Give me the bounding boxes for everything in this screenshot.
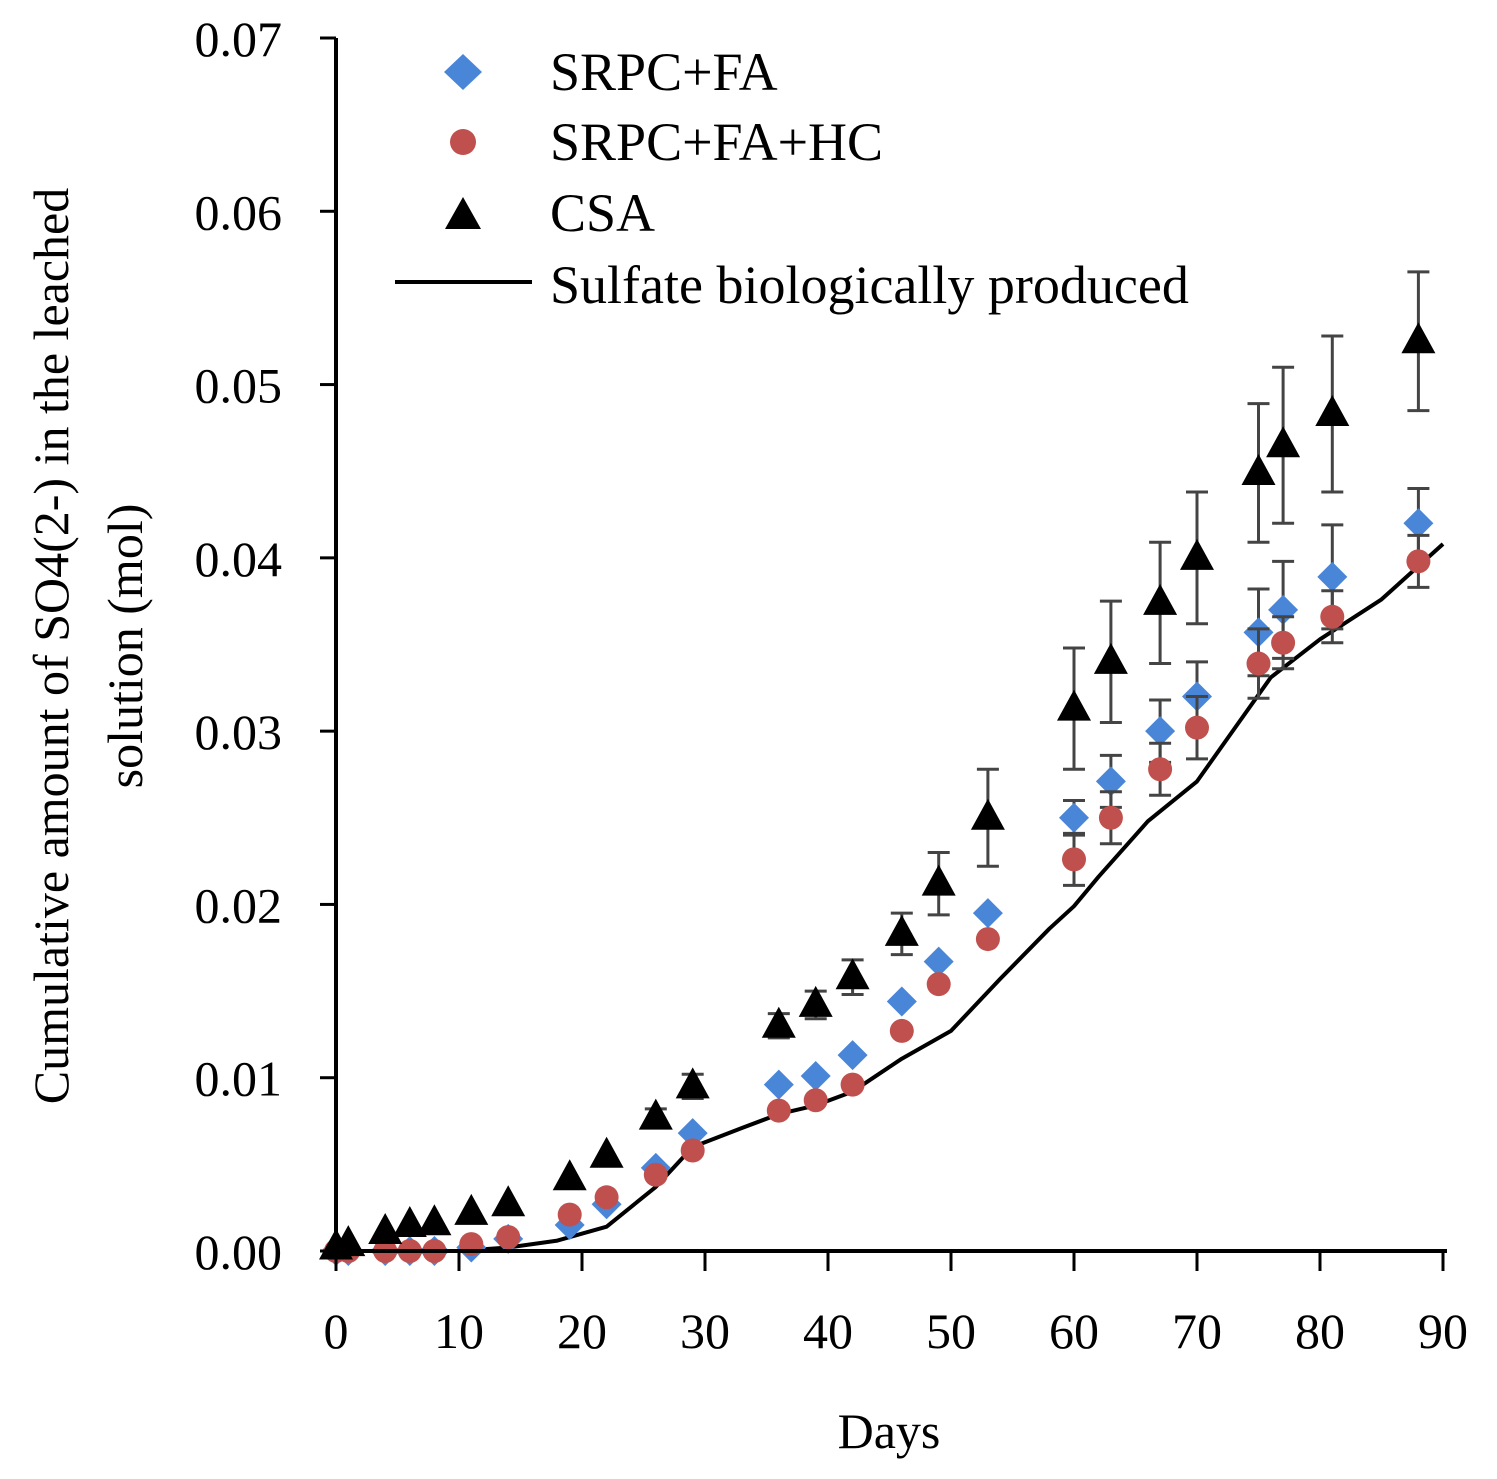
data-point-csa <box>1143 583 1178 615</box>
data-point-srpc-fa-hc <box>803 1088 828 1113</box>
y-axis-title-line-2: solution (mol) <box>97 504 153 789</box>
x-tick-label: 10 <box>434 1303 484 1359</box>
data-point-csa <box>454 1193 489 1225</box>
data-point-srpc-fa-hc <box>643 1162 668 1187</box>
data-point-csa <box>417 1204 452 1236</box>
data-point-srpc-fa-hc <box>680 1138 705 1163</box>
data-point-csa <box>552 1159 587 1191</box>
data-point-srpc-fa <box>1095 766 1126 797</box>
x-tick-label: 50 <box>926 1303 976 1359</box>
y-tick-label: 0.06 <box>195 184 283 240</box>
data-point-csa <box>1180 538 1214 570</box>
data-point-csa <box>368 1212 403 1244</box>
data-point-csa <box>589 1136 624 1168</box>
data-point-srpc-fa-hc <box>594 1185 619 1210</box>
data-point-csa <box>1315 395 1350 427</box>
data-point-srpc-fa-hc <box>975 927 1000 952</box>
data-point-csa <box>638 1098 673 1130</box>
data-point-srpc-fa <box>1145 716 1176 747</box>
data-point-srpc-fa-hc <box>1406 549 1431 574</box>
data-point-srpc-fa <box>972 898 1003 929</box>
data-point-csa <box>835 958 870 990</box>
y-tick-label: 0.00 <box>195 1224 283 1280</box>
data-point-srpc-fa <box>886 986 917 1017</box>
series-csa <box>319 270 1436 1260</box>
data-point-csa <box>1093 642 1128 674</box>
series-line-sulfate-biologically-produced <box>336 542 1445 1253</box>
x-tick-label: 0 <box>324 1303 349 1359</box>
plot-area <box>319 270 1445 1266</box>
x-tick-label: 90 <box>1418 1303 1468 1359</box>
legend-marker-srpc-fa-hc <box>450 129 476 155</box>
y-tick-label: 0.02 <box>195 877 283 933</box>
data-point-csa <box>761 1006 796 1038</box>
series-srpc-fa-hc <box>324 533 1431 1263</box>
data-point-csa <box>491 1185 526 1217</box>
legend-marker-srpc-fa <box>444 54 482 90</box>
data-point-srpc-fa-hc <box>1148 757 1173 782</box>
data-point-srpc-fa <box>763 1069 794 1100</box>
x-tick-label: 70 <box>1172 1303 1222 1359</box>
series-srpc-fa <box>321 487 1434 1266</box>
data-point-srpc-fa <box>1317 561 1348 592</box>
data-point-csa <box>1057 689 1091 721</box>
data-point-srpc-fa-hc <box>1320 604 1345 629</box>
legend-label-srpc-fa: SRPC+FA <box>550 42 778 102</box>
data-point-srpc-fa <box>677 1118 708 1149</box>
data-point-csa <box>1266 426 1301 458</box>
y-axis-title-line-1: Cumulative amount of SO4(2-) in the leac… <box>23 188 79 1104</box>
data-point-csa <box>331 1225 366 1257</box>
data-point-srpc-fa <box>800 1060 831 1091</box>
data-point-srpc-fa-hc <box>766 1098 791 1123</box>
data-point-srpc-fa-hc <box>1062 847 1086 872</box>
legend-marker-csa <box>445 197 481 229</box>
y-tick-label: 0.03 <box>195 704 283 760</box>
data-point-srpc-fa-hc <box>926 972 951 997</box>
data-point-srpc-fa-hc <box>557 1202 582 1227</box>
data-point-csa <box>921 864 956 896</box>
data-point-srpc-fa-hc <box>1098 805 1123 830</box>
data-point-csa <box>392 1206 427 1238</box>
data-point-srpc-fa <box>1403 508 1434 539</box>
data-point-srpc-fa-hc <box>1185 715 1209 740</box>
data-point-csa <box>1241 453 1276 485</box>
y-tick-label: 0.04 <box>195 531 283 587</box>
data-point-srpc-fa <box>837 1040 868 1071</box>
x-tick-label: 40 <box>803 1303 853 1359</box>
data-point-srpc-fa <box>1059 802 1089 833</box>
data-point-srpc-fa-hc <box>889 1018 914 1043</box>
y-tick-label: 0.01 <box>195 1051 283 1107</box>
legend-label-csa: CSA <box>550 183 655 243</box>
x-tick-label: 80 <box>1295 1303 1345 1359</box>
data-point-csa <box>1401 322 1436 354</box>
data-point-srpc-fa-hc <box>1246 651 1271 676</box>
data-point-srpc-fa-hc <box>1271 630 1296 655</box>
y-ticks: 0.00 0.01 0.02 0.03 0.04 0.05 0.06 0.07 <box>195 11 336 1280</box>
y-tick-label: 0.07 <box>195 11 283 67</box>
data-point-srpc-fa-hc <box>496 1225 521 1250</box>
axes <box>334 38 1447 1253</box>
legend-label-sulfate: Sulfate biologically produced <box>550 255 1189 315</box>
legend-label-srpc-fa-hc: SRPC+FA+HC <box>550 112 883 172</box>
data-point-csa <box>884 914 919 946</box>
data-point-srpc-fa-hc <box>840 1072 865 1097</box>
x-ticks: 0 10 20 30 40 50 60 70 80 90 <box>324 1251 1468 1359</box>
x-tick-label: 30 <box>680 1303 730 1359</box>
x-tick-label: 60 <box>1049 1303 1099 1359</box>
data-point-csa <box>970 798 1005 830</box>
data-point-srpc-fa <box>923 946 954 977</box>
legend: SRPC+FA SRPC+FA+HC CSA Sulfate biologica… <box>395 42 1189 315</box>
x-axis-title: Days <box>838 1403 941 1459</box>
y-tick-label: 0.05 <box>195 358 283 414</box>
data-point-csa <box>798 985 833 1017</box>
x-tick-label: 20 <box>557 1303 607 1359</box>
data-point-csa <box>675 1067 710 1099</box>
